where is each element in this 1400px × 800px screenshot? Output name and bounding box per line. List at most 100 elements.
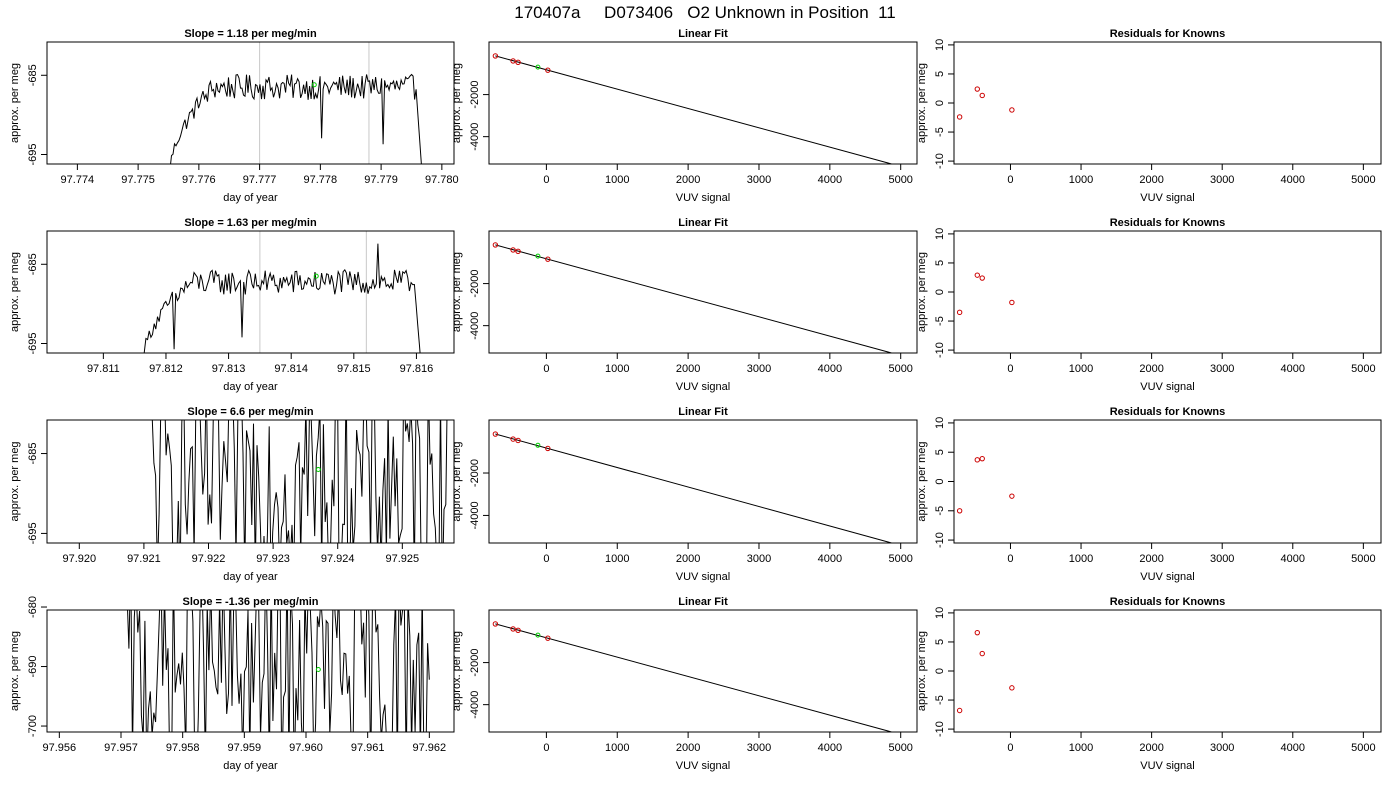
y-axis-label: approx. per meg <box>916 252 928 332</box>
known-point <box>545 256 551 262</box>
x-tick-label: 4000 <box>818 363 842 375</box>
y-tick-label: 0 <box>934 289 946 295</box>
panel-row2-time: Slope = 1.63 per meg/min day of year appro… <box>9 217 455 393</box>
known-point <box>492 431 499 437</box>
x-tick-label: 2000 <box>1139 553 1163 565</box>
residual-point <box>974 272 980 278</box>
y-tick-label: 0 <box>934 478 946 484</box>
x-tick-label: 97.924 <box>321 553 355 565</box>
signal-trace <box>170 73 422 164</box>
x-tick-label: 2000 <box>676 174 700 186</box>
x-axis-label: VUV signal <box>676 760 730 772</box>
panel-title: Residuals for Knowns <box>1110 406 1226 418</box>
y-axis-label: approx. per meg <box>916 631 928 711</box>
residual-point <box>979 275 985 281</box>
unknown-point <box>535 442 541 448</box>
known-point <box>545 67 551 73</box>
x-tick-label: 4000 <box>818 553 842 565</box>
panel-title: Slope = 1.18 per meg/min <box>184 28 317 40</box>
x-tick-label: 2000 <box>676 553 700 565</box>
x-tick-label: 4000 <box>1281 174 1305 186</box>
x-tick-label: 4000 <box>1281 363 1305 375</box>
y-tick-label: -5 <box>934 506 946 516</box>
x-tick-label: 5000 <box>888 174 912 186</box>
x-axis-label: VUV signal <box>676 381 730 393</box>
x-tick-label: 5000 <box>888 742 912 754</box>
x-axis-label: VUV signal <box>676 192 730 204</box>
plot-frame <box>953 41 1382 165</box>
y-tick-label: -2000 <box>469 649 481 677</box>
plot-area <box>956 455 1015 514</box>
x-tick-label: 1000 <box>1069 553 1093 565</box>
known-point <box>545 445 551 452</box>
plot-area <box>956 629 1015 714</box>
x-axis-label: day of year <box>223 760 278 772</box>
panel-row1-time: Slope = 1.18 per meg/min day of year appro… <box>9 28 459 204</box>
plot-frame <box>953 419 1382 544</box>
y-tick-label: -10 <box>934 153 946 169</box>
residual-point <box>974 457 980 463</box>
x-tick-label: 3000 <box>1210 553 1234 565</box>
x-tick-label: 0 <box>1007 363 1013 375</box>
y-axis-label: approx. per meg <box>451 63 463 143</box>
y-tick-label: -10 <box>934 721 946 737</box>
x-tick-label: 5000 <box>888 553 912 565</box>
x-tick-label: 0 <box>543 363 549 375</box>
x-tick-label: 3000 <box>747 363 771 375</box>
x-tick-label: 3000 <box>747 553 771 565</box>
known-point <box>492 621 499 627</box>
y-tick-label: -700 <box>27 715 39 737</box>
known-point <box>510 436 516 442</box>
panel-title: Linear Fit <box>678 596 728 608</box>
y-tick-label: -4000 <box>469 123 481 151</box>
unknown-point <box>535 253 541 259</box>
x-tick-label: 2000 <box>676 742 700 754</box>
x-tick-label: 0 <box>543 174 549 186</box>
plot-area <box>492 621 894 732</box>
plot-area <box>492 431 894 543</box>
x-tick-label: 3000 <box>1210 174 1234 186</box>
x-tick-label: 2000 <box>676 363 700 375</box>
plot-area <box>151 420 448 543</box>
x-tick-label: 97.777 <box>243 174 277 186</box>
y-tick-label: 10 <box>934 607 946 619</box>
x-tick-label: 97.816 <box>400 363 434 375</box>
unknown-point <box>315 667 321 673</box>
y-tick-label: -695 <box>27 143 39 165</box>
y-tick-label: 5 <box>934 449 946 455</box>
unknown-point <box>311 82 317 88</box>
plot-area <box>956 86 1015 120</box>
y-tick-label: -5 <box>934 316 946 326</box>
x-tick-label: 0 <box>543 553 549 565</box>
x-tick-label: 97.923 <box>256 553 290 565</box>
x-tick-label: 97.779 <box>364 174 398 186</box>
signal-trace <box>151 420 448 543</box>
panel-title: Linear Fit <box>678 406 728 418</box>
x-tick-label: 0 <box>1007 553 1013 565</box>
x-tick-label: 97.921 <box>127 553 161 565</box>
y-tick-label: -695 <box>27 522 39 544</box>
panel-row2-fit: Linear Fit VUV signal approx. per meg 0 1000… <box>451 217 918 393</box>
x-tick-label: 97.776 <box>182 174 216 186</box>
x-tick-label: 1000 <box>1069 742 1093 754</box>
y-tick-label: -685 <box>27 443 39 465</box>
y-axis-label: approx. per meg <box>916 63 928 143</box>
x-tick-label: 97.774 <box>61 174 95 186</box>
residual-point <box>974 86 980 92</box>
known-point <box>510 626 516 632</box>
x-tick-label: 5000 <box>1351 363 1375 375</box>
residual-point <box>979 650 985 657</box>
x-tick-label: 2000 <box>1139 363 1163 375</box>
x-tick-label: 97.775 <box>121 174 155 186</box>
y-tick-label: -2000 <box>469 270 481 298</box>
known-point <box>545 635 551 641</box>
x-tick-label: 97.957 <box>104 742 138 754</box>
x-tick-label: 97.956 <box>43 742 77 754</box>
y-tick-label: 5 <box>934 639 946 645</box>
y-tick-label: 0 <box>934 100 946 106</box>
y-tick-label: -10 <box>934 342 946 358</box>
x-tick-label: 1000 <box>605 174 629 186</box>
known-point <box>515 627 521 633</box>
fit-line <box>495 55 894 164</box>
y-tick-label: 5 <box>934 260 946 266</box>
